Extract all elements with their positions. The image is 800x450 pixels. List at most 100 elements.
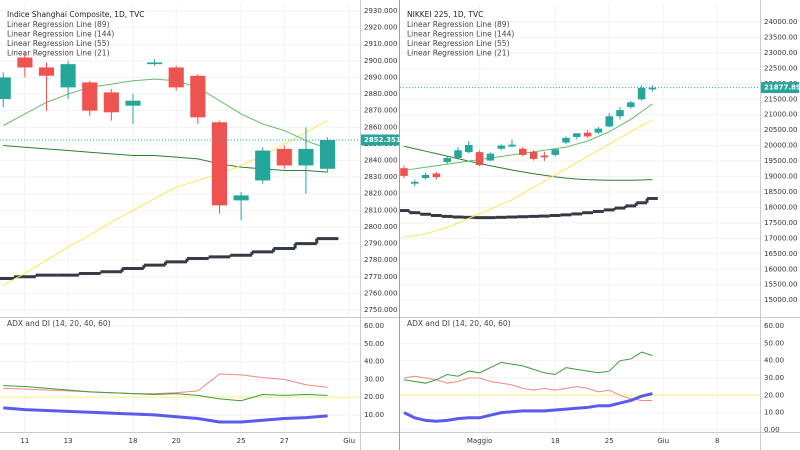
candle-body [583, 132, 592, 137]
series-line [403, 145, 653, 181]
legend-entry: Linear Regression Line (21) [407, 49, 510, 58]
candle-body [454, 150, 462, 158]
series-group [0, 237, 339, 280]
y-tick-label: 2800.000 [364, 223, 397, 231]
y-tick-label: 19500.00 [764, 157, 797, 165]
chart-title: Indice Shanghai Composite, 1D, TVC [7, 10, 144, 19]
candle-body [147, 62, 163, 65]
series-group [403, 392, 653, 423]
y-tick-label: 30.00 [364, 375, 384, 383]
y-tick-label: 19000.00 [764, 173, 797, 181]
series-line [3, 406, 328, 424]
candle-body [0, 77, 11, 100]
candle-body [255, 150, 271, 181]
candle-body [320, 139, 336, 169]
candle-body [508, 144, 516, 147]
series-group [3, 145, 328, 173]
candle-body [168, 67, 184, 88]
y-tick-label: 2750.000 [364, 306, 397, 314]
x-tick-label: 20 [172, 437, 181, 445]
candle-body [594, 128, 603, 133]
x-tick-label: Giu [657, 437, 669, 445]
y-tick-label: 2910.000 [364, 40, 397, 48]
x-tick-label: 27 [280, 437, 289, 445]
y-tick-label: 15000.00 [764, 296, 797, 304]
y-tick-label: 23500.00 [764, 33, 797, 41]
series-group [3, 406, 328, 424]
legend-entry: Linear Regression Line (55) [407, 39, 510, 48]
candle-body [190, 75, 206, 118]
series-group [3, 120, 328, 286]
x-tick-label: Giu [343, 437, 355, 445]
series-group [3, 78, 328, 150]
y-tick-label: 22500.00 [764, 64, 797, 72]
x-tick-label: 25 [237, 437, 246, 445]
x-tick-label: 8 [715, 437, 719, 445]
y-tick-label: 20500.00 [764, 126, 797, 134]
candles [0, 52, 336, 221]
y-tick-label: 20000.00 [764, 142, 797, 150]
y-tick-label: 20.00 [364, 393, 384, 401]
y-tick-label: 2840.000 [364, 156, 397, 164]
y-tick-label: 18500.00 [764, 188, 797, 196]
legend-entry: Linear Regression Line (89) [407, 20, 510, 29]
legend-entry: Linear Regression Line (55) [7, 39, 110, 48]
y-tick-label: 2830.000 [364, 173, 397, 181]
y-tick-label: 2780.000 [364, 256, 397, 264]
series-line [3, 120, 328, 286]
candle-body [82, 82, 98, 111]
y-tick-label: 2890.000 [364, 73, 397, 81]
series-line [403, 375, 653, 401]
y-tick-label: 2860.000 [364, 123, 397, 131]
candle-body [529, 151, 538, 159]
y-tick-label: 16500.00 [764, 250, 797, 258]
legend-entry: Linear Regression Line (144) [7, 30, 114, 39]
chart-title: NIKKEI 225, 1D, TVC [407, 10, 483, 19]
y-tick-label: 24000.00 [764, 18, 797, 26]
candle-body [551, 149, 559, 155]
y-tick-label: 2870.000 [364, 107, 397, 115]
y-tick-label: 15500.00 [764, 281, 797, 289]
series-group [400, 196, 658, 220]
series-group [403, 103, 653, 171]
y-tick-label: 40.00 [764, 357, 784, 365]
series-group [403, 375, 653, 401]
last-price-box [361, 134, 399, 146]
y-tick-label: 21000.00 [764, 111, 797, 119]
last-price-box [761, 82, 799, 94]
y-tick-label: 17000.00 [764, 234, 797, 242]
candle-body [627, 102, 635, 107]
x-tick-label: 18 [129, 437, 138, 445]
series-group [403, 351, 653, 384]
candle-body [60, 64, 76, 88]
series-line [3, 145, 328, 173]
candle-body [411, 181, 419, 184]
candle-body [17, 57, 33, 68]
candle-body [276, 148, 292, 166]
y-tick-label: 40.00 [364, 358, 384, 366]
series-line [403, 392, 653, 423]
series-line [3, 385, 328, 402]
y-tick-label: 16000.00 [764, 265, 797, 273]
candle-body [298, 148, 314, 166]
x-tick-label: 18 [551, 437, 560, 445]
candle-body [211, 122, 228, 206]
y-tick-label: 10.00 [364, 411, 384, 419]
series-line [403, 103, 653, 171]
series-line [3, 373, 328, 395]
last-price-label: 2852.351 [364, 136, 401, 144]
y-tick-label: 30.00 [764, 374, 784, 382]
y-tick-label: 2920.000 [364, 24, 397, 32]
y-tick-label: 2880.000 [364, 90, 397, 98]
candle-body [432, 173, 441, 178]
candle-body [465, 145, 473, 153]
indicator-title: ADX and DI (14, 20, 40, 60) [7, 319, 111, 328]
x-tick-label: Maggio [467, 437, 492, 445]
candle-body [616, 110, 624, 117]
series-group [3, 385, 328, 402]
candle-body [421, 174, 430, 179]
candle-body [637, 87, 646, 100]
y-tick-label: 2760.000 [364, 289, 397, 297]
candle-body [573, 133, 581, 137]
